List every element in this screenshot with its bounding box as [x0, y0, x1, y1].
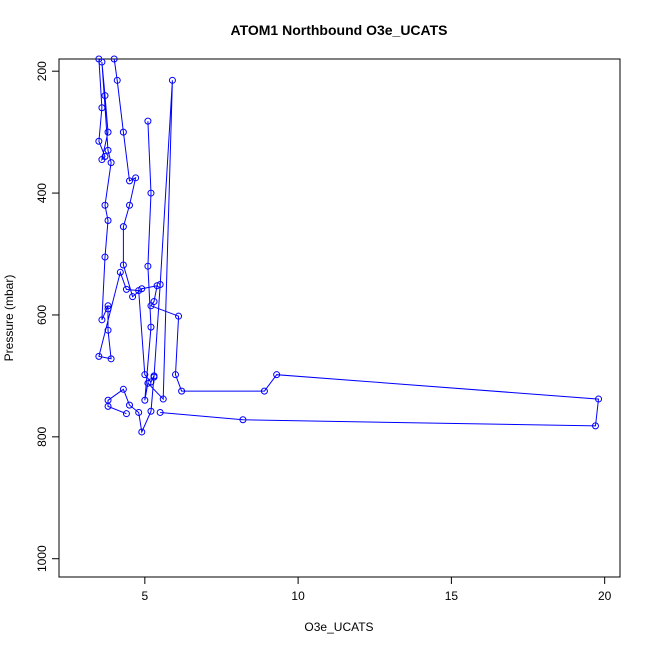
data-point: [141, 371, 149, 379]
x-axis-label: O3e_UCATS: [304, 620, 373, 634]
x-tick-label: 15: [445, 589, 459, 603]
y-axis-label: Pressure (mbar): [2, 275, 16, 362]
data-point: [101, 253, 109, 261]
data-point: [119, 223, 127, 231]
data-point: [156, 280, 164, 288]
x-axis: 5 10 15 20: [141, 576, 612, 603]
data-point: [95, 137, 103, 145]
data-point: [107, 159, 115, 167]
data-point: [132, 174, 140, 182]
data-point: [156, 408, 164, 416]
data-point: [101, 92, 109, 100]
data-point: [178, 387, 186, 395]
data-point: [141, 396, 149, 404]
data-point: [175, 312, 183, 320]
data-point: [104, 216, 112, 224]
data-point: [122, 410, 130, 418]
data-point: [144, 379, 152, 387]
data-point: [119, 128, 127, 136]
data-point: [104, 146, 112, 154]
data-point: [129, 293, 137, 301]
data-point: [147, 189, 155, 197]
data-point: [104, 402, 112, 410]
plot-area: [95, 55, 603, 436]
chart-title: ATOM1 Northbound O3e_UCATS: [231, 22, 448, 38]
series-line: [113, 58, 600, 427]
data-point: [595, 395, 603, 403]
data-point: [104, 302, 112, 310]
data-point: [122, 285, 130, 293]
data-point: [101, 201, 109, 209]
data-point: [126, 401, 134, 409]
data-point: [126, 177, 134, 185]
data-point: [135, 408, 143, 416]
data-point: [116, 268, 124, 276]
data-point: [159, 395, 167, 403]
data-point: [98, 156, 106, 164]
data-point: [98, 104, 106, 112]
data-point: [591, 422, 599, 430]
plot-frame: [58, 58, 621, 578]
x-tick-label: 20: [598, 589, 612, 603]
data-point: [107, 355, 115, 363]
y-tick-label: 400: [35, 183, 49, 203]
x-tick-label: 5: [141, 589, 148, 603]
y-axis: 200 400 600 800 1000: [35, 61, 60, 572]
data-point: [113, 76, 121, 84]
data-point: [98, 316, 106, 324]
data-point: [95, 352, 103, 360]
data-point: [98, 58, 106, 66]
data-point: [168, 76, 176, 84]
data-point: [260, 387, 268, 395]
x-tick-label: 10: [291, 589, 305, 603]
data-point: [138, 285, 146, 293]
data-point: [239, 416, 247, 424]
data-point: [104, 326, 112, 334]
y-tick-label: 200: [35, 61, 49, 81]
data-point: [273, 371, 281, 379]
data-point: [147, 407, 155, 415]
data-point: [110, 55, 118, 63]
data-point: [119, 385, 127, 393]
data-point: [144, 117, 152, 125]
data-point: [104, 305, 112, 313]
data-point: [144, 262, 152, 270]
data-point: [147, 323, 155, 331]
data-point: [119, 261, 127, 269]
data-point: [104, 128, 112, 136]
data-point: [147, 378, 155, 386]
data-point: [138, 428, 146, 436]
y-tick-label: 600: [35, 305, 49, 325]
data-point: [171, 371, 179, 379]
data-point: [147, 302, 155, 310]
data-point: [150, 373, 158, 381]
series-line: [98, 58, 155, 434]
y-tick-label: 800: [35, 427, 49, 447]
data-point: [126, 201, 134, 209]
series-line: [144, 80, 173, 401]
y-tick-label: 1000: [35, 545, 49, 572]
